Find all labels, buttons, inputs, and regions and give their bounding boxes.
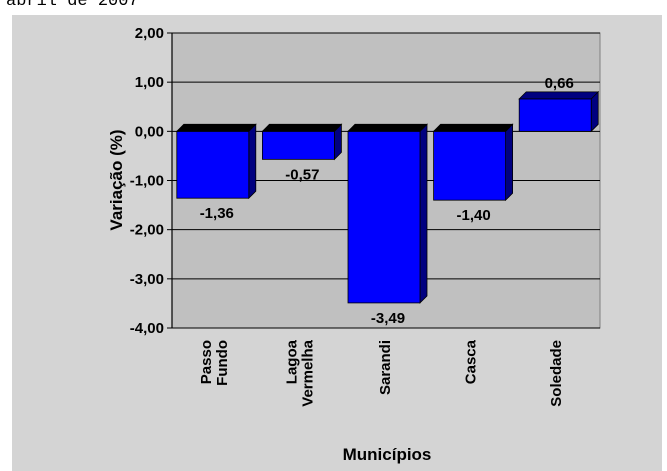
data-labels: -1,36 -0,57 -3,49 -1,40 0,66 xyxy=(200,75,574,327)
bar-top xyxy=(432,123,514,132)
bar-side xyxy=(248,123,257,200)
y-tick-label: 0,00 xyxy=(135,123,164,140)
data-label: -3,49 xyxy=(371,310,405,327)
x-category-label: Passo xyxy=(198,340,215,384)
data-label: -0,57 xyxy=(285,166,319,183)
bar-front xyxy=(518,98,592,132)
axes xyxy=(167,32,173,329)
bar xyxy=(347,123,428,304)
bar xyxy=(175,123,257,200)
data-label: 0,66 xyxy=(545,75,574,92)
y-tick-label: 2,00 xyxy=(135,25,164,42)
x-category-label: Casca xyxy=(463,339,480,384)
x-category-label: Lagoa xyxy=(283,339,300,384)
bar-top xyxy=(347,123,428,132)
data-label: -1,40 xyxy=(456,207,490,224)
y-axis-title: Variação (%) xyxy=(107,129,126,230)
bar-top xyxy=(518,91,600,100)
bar xyxy=(518,90,600,133)
y-tick-label: -4,00 xyxy=(130,320,164,337)
bar-front xyxy=(261,130,335,160)
bar-front xyxy=(176,130,250,199)
x-category-label: Soledade xyxy=(548,340,565,407)
x-category-labels: Passo Fundo Lagoa Vermelha Sarandi Casca Soled… xyxy=(198,339,565,406)
bar-top xyxy=(175,123,257,132)
x-category-label: Sarandi xyxy=(377,340,394,395)
y-tick-labels: 2,00 1,00 0,00 -1,00 -2,00 -3,00 -4,00 xyxy=(130,25,164,337)
y-tick-label: -3,00 xyxy=(130,271,164,288)
bar xyxy=(432,123,514,202)
bar-front xyxy=(347,130,421,304)
y-tick-label: 1,00 xyxy=(135,74,164,91)
bar-side xyxy=(505,123,513,202)
x-category-label: Vermelha xyxy=(299,339,316,406)
bar xyxy=(261,123,343,161)
chart-caption: abril de 2007 xyxy=(6,0,139,11)
x-axis-title: Municípios xyxy=(343,445,432,464)
bar-front xyxy=(433,130,507,201)
data-label: -1,36 xyxy=(200,205,234,222)
x-category-label: Fundo xyxy=(214,340,231,386)
bars xyxy=(175,90,600,304)
y-tick-label: -1,00 xyxy=(130,173,164,190)
bar-side xyxy=(419,123,428,304)
bar-top xyxy=(261,123,343,132)
y-tick-label: -2,00 xyxy=(130,222,164,239)
